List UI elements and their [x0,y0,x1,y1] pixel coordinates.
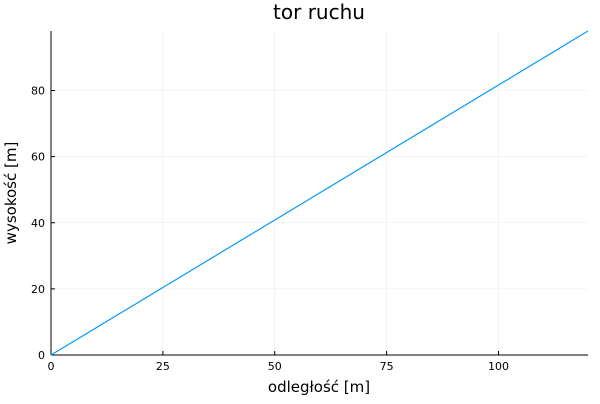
x-tick-label: 50 [268,360,282,373]
y-tick-label: 40 [31,217,45,230]
x-tick-label: 25 [156,360,170,373]
y-axis-label: wysokość [m] [2,142,20,245]
y-tick-label: 60 [31,151,45,164]
chart-title: tor ruchu [273,0,365,24]
series-layer [50,30,589,356]
x-axis-label: odległość [m] [268,378,370,396]
x-tick-label: 0 [48,360,55,373]
y-tick-label: 80 [31,85,45,98]
ticks: 0 25 50 75 100 0 20 40 60 80 [31,85,509,373]
x-tick-label: 75 [380,360,394,373]
y-tick-label: 20 [31,283,45,296]
x-tick-label: 100 [488,360,509,373]
series-line-1 [50,30,589,356]
y-tick-label: 0 [38,349,45,362]
